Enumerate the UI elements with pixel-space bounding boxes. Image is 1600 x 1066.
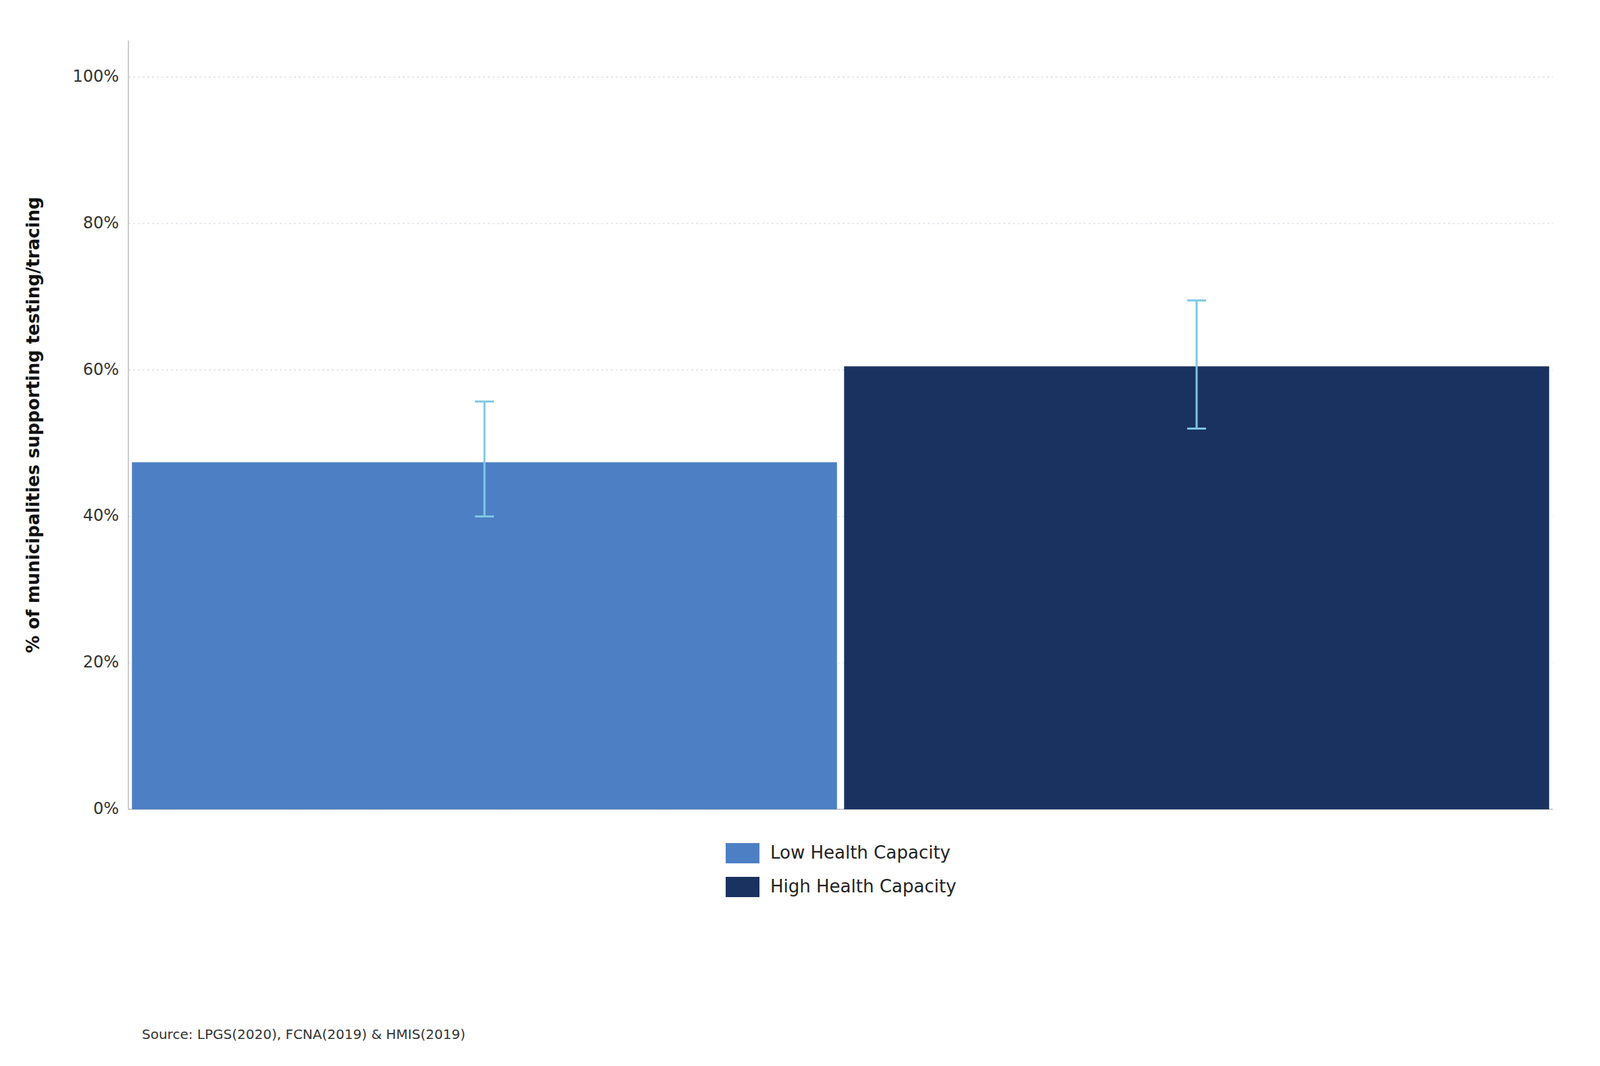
y-axis-label: % of municipalities supporting testing/t… <box>22 196 44 653</box>
bar <box>843 366 1549 810</box>
grid-line <box>128 222 1553 224</box>
error-bars <box>475 300 1207 517</box>
y-tick-label: 40% <box>83 506 119 525</box>
legend-label: Low Health Capacity <box>770 842 951 863</box>
y-tick-label: 80% <box>83 213 119 233</box>
y-tick-labels: 0% 20% 40% 60% 80% 100% <box>72 66 119 819</box>
error-bar <box>1187 300 1207 430</box>
error-bar <box>475 401 494 517</box>
source-note: Source: LPGS(2020), FCNA(2019) & HMIS(20… <box>141 1026 466 1043</box>
y-grid <box>128 77 1553 810</box>
error-bar-cap <box>1187 299 1207 302</box>
chart-container: 0% 20% 40% 60% 80% 100% % of municipalities su… <box>0 0 1600 1066</box>
bars <box>131 366 1549 810</box>
error-bar-cap <box>1187 427 1207 430</box>
y-tick-label: 0% <box>93 799 119 819</box>
legend: Low Health Capacity High Health Capacity <box>725 842 957 898</box>
y-tick-label: 20% <box>83 652 119 672</box>
error-bar-stem <box>483 401 486 517</box>
y-tick-label: 100% <box>72 66 119 86</box>
error-bar-cap <box>475 515 494 518</box>
chart: 0% 20% 40% 60% 80% 100% % of municipalities su… <box>0 0 1600 1066</box>
error-bar-cap <box>475 400 494 403</box>
y-axis-line <box>128 40 130 810</box>
legend-swatch <box>725 843 760 864</box>
y-tick-label: 60% <box>83 360 119 380</box>
legend-swatch <box>725 877 760 898</box>
legend-label: High Health Capacity <box>770 876 957 897</box>
grid-line <box>128 77 1553 78</box>
error-bar-stem <box>1195 300 1198 430</box>
